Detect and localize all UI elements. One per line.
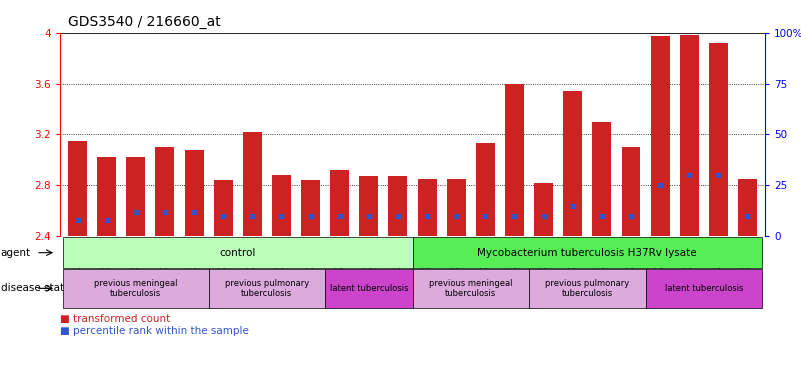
Text: Mycobacterium tuberculosis H37Rv lysate: Mycobacterium tuberculosis H37Rv lysate xyxy=(477,248,697,258)
Point xyxy=(159,209,171,215)
Bar xyxy=(184,150,203,236)
Bar xyxy=(505,84,524,236)
Bar xyxy=(680,35,698,236)
Point xyxy=(654,182,666,189)
Text: disease state: disease state xyxy=(1,283,70,293)
Text: previous pulmonary
tuberculosis: previous pulmonary tuberculosis xyxy=(225,279,309,298)
Text: previous meningeal
tuberculosis: previous meningeal tuberculosis xyxy=(94,279,178,298)
Point xyxy=(479,213,492,219)
Text: GDS3540 / 216660_at: GDS3540 / 216660_at xyxy=(68,15,221,29)
Text: agent: agent xyxy=(1,248,31,258)
Bar xyxy=(476,143,495,236)
Bar xyxy=(214,180,232,236)
Point xyxy=(71,217,84,223)
Point xyxy=(508,213,521,219)
Bar xyxy=(155,147,175,236)
Bar xyxy=(330,170,349,236)
Point xyxy=(625,213,638,219)
Point xyxy=(362,213,375,219)
Point xyxy=(537,213,550,219)
Point xyxy=(595,213,608,219)
Point xyxy=(275,213,288,219)
Bar xyxy=(650,36,670,236)
Point xyxy=(566,203,579,209)
Bar xyxy=(301,180,320,236)
Point xyxy=(712,172,725,178)
Point xyxy=(187,209,200,215)
Bar xyxy=(738,179,757,236)
Text: ■ percentile rank within the sample: ■ percentile rank within the sample xyxy=(60,326,249,336)
Text: control: control xyxy=(219,248,256,258)
Bar xyxy=(127,157,145,236)
Point xyxy=(741,213,754,219)
Point xyxy=(130,209,143,215)
Bar xyxy=(563,91,582,236)
Text: latent tuberculosis: latent tuberculosis xyxy=(665,284,743,293)
Bar xyxy=(68,141,87,236)
Bar xyxy=(272,175,291,236)
Point xyxy=(682,172,695,178)
Point xyxy=(392,213,405,219)
Text: latent tuberculosis: latent tuberculosis xyxy=(329,284,408,293)
Bar xyxy=(388,176,408,236)
Bar xyxy=(622,147,641,236)
Text: ■ transformed count: ■ transformed count xyxy=(60,314,171,324)
Text: previous pulmonary
tuberculosis: previous pulmonary tuberculosis xyxy=(545,279,630,298)
Point xyxy=(304,213,317,219)
Bar xyxy=(360,176,378,236)
Bar xyxy=(447,179,465,236)
Point xyxy=(246,213,259,219)
Bar xyxy=(417,179,437,236)
Point xyxy=(450,213,463,219)
Bar xyxy=(97,157,116,236)
Point xyxy=(217,213,230,219)
Point xyxy=(421,213,433,219)
Bar xyxy=(243,132,262,236)
Bar xyxy=(709,43,728,236)
Bar xyxy=(593,122,611,236)
Text: previous meningeal
tuberculosis: previous meningeal tuberculosis xyxy=(429,279,513,298)
Point xyxy=(100,217,113,223)
Point xyxy=(333,213,346,219)
Bar xyxy=(534,183,553,236)
